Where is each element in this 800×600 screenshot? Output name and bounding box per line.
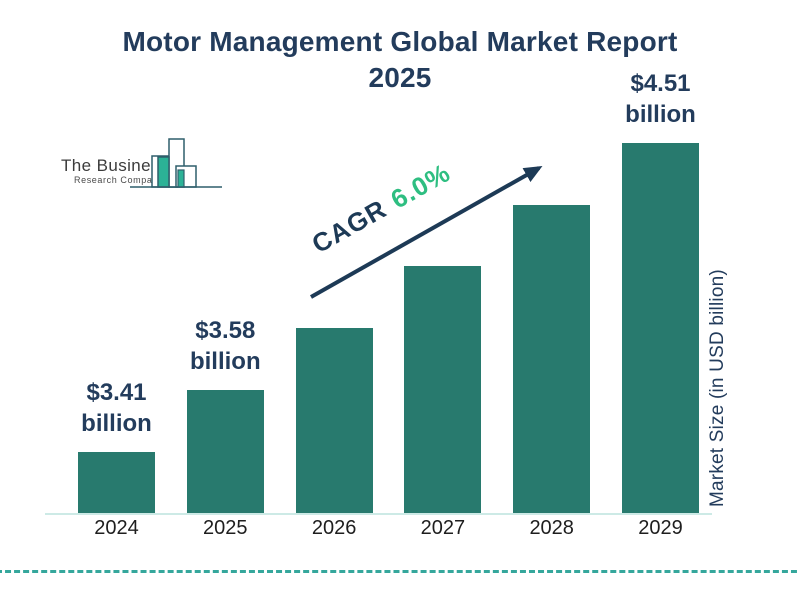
bar-chart-logo-icon [130, 138, 222, 188]
x-tick-label-2029: 2029 [638, 517, 683, 539]
logo-company-name: The Business [61, 156, 169, 175]
bar-2028 [513, 205, 591, 513]
cagr-label: CAGR [306, 193, 392, 260]
x-tick-label-2027: 2027 [420, 517, 466, 539]
bar-2024 [78, 452, 155, 513]
bar-2025 [186, 390, 264, 513]
cagr-value: 6.0% [385, 157, 456, 215]
x-tick-label-2024: 2024 [94, 517, 139, 539]
x-tick-label-2026: 2026 [311, 517, 357, 539]
logo-company-subtitle: Research Company [74, 175, 164, 185]
page-title: Motor Management Global Market Report 20… [0, 24, 800, 96]
value-label-2025: $3.58 billion [189, 317, 261, 375]
bar-2026 [295, 328, 373, 513]
value-label-2029: $4.51 billion [625, 70, 696, 128]
x-tick-label-2025: 2025 [203, 517, 248, 539]
page-title-line2: 2025 [368, 62, 432, 93]
x-tick-label-2028: 2028 [529, 517, 574, 539]
x-axis-baseline [45, 513, 712, 515]
bar-2027 [404, 266, 482, 513]
page-title-line1: Motor Management Global Market Report [122, 26, 678, 57]
value-label-2024: $3.41 billion [81, 379, 152, 437]
bottom-dashed-divider [0, 570, 800, 573]
bar-2029 [622, 143, 699, 513]
y-axis-label: Market Size (in USD billion) [707, 269, 728, 507]
cagr-annotation: CAGR6.0% [307, 157, 456, 260]
